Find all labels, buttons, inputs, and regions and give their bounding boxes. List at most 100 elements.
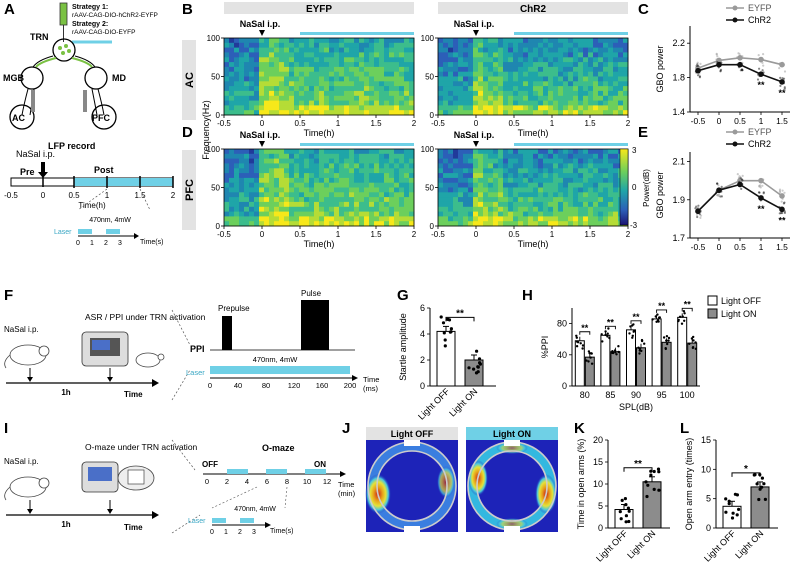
individual-point (624, 503, 628, 507)
spectrogram-cell (503, 216, 509, 222)
spectrogram-cell (483, 149, 489, 155)
spectrogram-cell (573, 149, 579, 155)
spectrogram-cell (399, 86, 405, 92)
spectrogram-cell (588, 187, 594, 193)
spectrogram-cell (259, 66, 265, 73)
individual-point (697, 74, 700, 77)
spectrogram-cell (289, 76, 295, 82)
spectrogram-cell (448, 158, 454, 164)
spectrogram-cell (309, 158, 315, 164)
spectrogram-cell (394, 211, 400, 217)
spectrogram-cell (294, 153, 300, 159)
spectrogram-cell (533, 153, 539, 159)
spectrogram-cell (409, 100, 415, 106)
row-label-ac: AC (184, 72, 196, 88)
category-label: Light ON (447, 386, 479, 418)
spectrogram-cell (304, 201, 310, 208)
h-legend: Light OFF Light ON (707, 295, 762, 319)
spectrogram-cell (573, 216, 579, 222)
individual-point (477, 357, 482, 361)
spectrogram-cell (239, 192, 245, 198)
spectrogram-cell (234, 173, 240, 179)
spectrogram-cell (239, 71, 245, 77)
spectrogram-xtick-label: 0 (260, 119, 265, 128)
spectrogram-cell (588, 201, 594, 208)
spectrogram-cell (458, 163, 464, 169)
spectrogram-cell (239, 95, 245, 101)
spectrogram-cell (438, 38, 444, 44)
spectrogram-cell (618, 71, 624, 77)
spectrogram-cell (384, 57, 390, 63)
spectrogram-cell (354, 52, 360, 58)
spectrogram-cell (364, 100, 370, 106)
spectrogram-cell (359, 38, 365, 44)
spectrogram-cell (249, 100, 255, 106)
spectrogram-cell (294, 42, 300, 48)
spectrogram-cell (483, 153, 489, 159)
individual-point (762, 53, 765, 56)
spectrogram-cell (339, 182, 345, 188)
spectrogram-cell (339, 206, 345, 212)
spectrogram-cell (488, 81, 494, 87)
spectrogram-cell (493, 192, 499, 198)
spectrogram-cell (558, 149, 564, 155)
spectrogram-cell (364, 149, 370, 155)
spectrogram-cell (478, 105, 484, 111)
spectrogram-cell (334, 187, 340, 193)
spectrogram-cell (224, 187, 230, 193)
spectrogram-cell (344, 47, 350, 53)
spectrogram-cell (588, 158, 594, 164)
spectrogram-cell (543, 100, 549, 106)
spectrogram-cell (269, 47, 275, 53)
spectrogram-cell (503, 192, 509, 198)
spectrogram-cell (573, 47, 579, 53)
spectrogram-nasal-label: NaSal i.p. (240, 130, 281, 140)
individual-point (678, 315, 682, 318)
spectrogram-cell (438, 163, 444, 169)
spectrogram-cell (394, 168, 400, 174)
spectrogram-cell (473, 221, 479, 227)
spectrogram-cell (558, 38, 564, 44)
spectrogram-cell (224, 66, 230, 73)
spectrogram-cell (518, 71, 524, 77)
spectrogram-cell (344, 201, 350, 208)
spectrogram-cell (603, 177, 609, 184)
spectrogram-cell (224, 192, 230, 198)
spectrogram-cell (249, 86, 255, 92)
spectrogram-cell (458, 110, 464, 116)
spectrogram-cell (344, 66, 350, 73)
spectrogram-cell (269, 110, 275, 116)
spectrogram-cell (528, 187, 534, 193)
spectrogram-cell (533, 158, 539, 164)
spectrogram-cell (488, 110, 494, 116)
spectrogram-cell (409, 66, 415, 73)
spectrogram-cell (344, 149, 350, 155)
spectrogram-cell (553, 62, 559, 68)
spectrogram-cell (259, 211, 265, 217)
spectrogram-cell (379, 95, 385, 101)
spectrogram-cell (359, 42, 365, 48)
spectrogram-cell (443, 158, 449, 164)
spectrogram-cell (229, 182, 235, 188)
spectrogram-cell (548, 66, 554, 73)
spectrogram-cell (234, 197, 240, 203)
spectrogram-cell (354, 177, 360, 184)
spectrogram-cell (453, 182, 459, 188)
spectrogram-cell (513, 62, 519, 68)
individual-point (646, 483, 650, 487)
spectrogram-cell (473, 163, 479, 169)
spectrogram-cell (274, 201, 280, 208)
spectrogram-cell (528, 163, 534, 169)
spectrogram-cell (334, 86, 340, 92)
spectrogram-cell (269, 38, 275, 44)
spectrogram-cell (623, 86, 629, 92)
spectrogram-cell (438, 62, 444, 68)
spectrogram-cell (548, 168, 554, 174)
spectrogram-cell (284, 158, 290, 164)
spectrogram-cell (568, 66, 574, 73)
spectrogram-cell (543, 57, 549, 63)
spectrogram-cell (538, 153, 544, 159)
spectrogram-cell (508, 221, 514, 227)
spectrogram-cell (239, 182, 245, 188)
spectrogram-cell (473, 192, 479, 198)
